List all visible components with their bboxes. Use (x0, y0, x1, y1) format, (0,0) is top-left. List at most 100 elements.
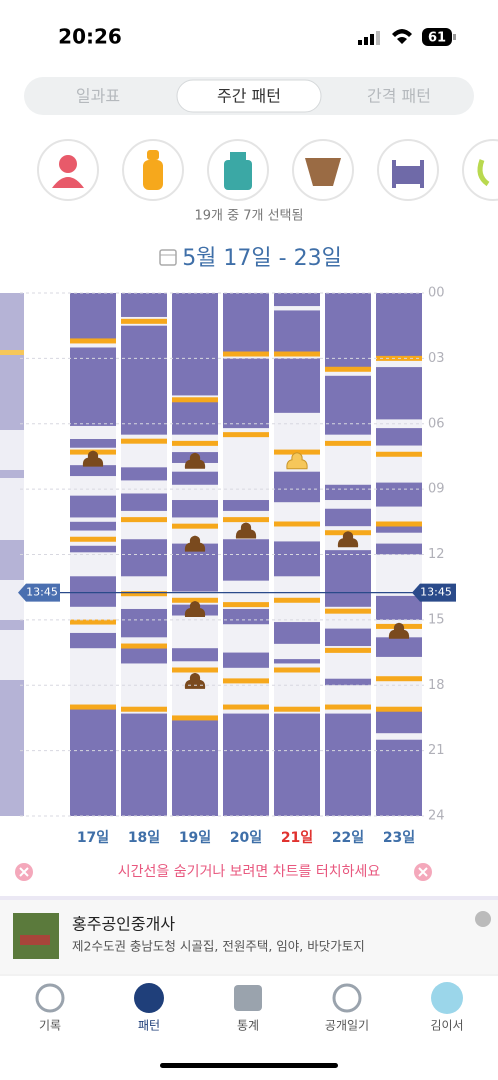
date-range[interactable]: 5월 17일 - 23일 (182, 246, 342, 271)
status-icons (358, 28, 456, 46)
sleep-segment (121, 467, 167, 481)
feed-mark (325, 608, 371, 614)
feed-mark (70, 619, 116, 625)
y-tick-label: 03 (428, 351, 445, 366)
poop-icon (184, 600, 206, 617)
feed-mark (121, 517, 167, 523)
sleep-segment (121, 713, 167, 816)
sleep-segment (223, 500, 269, 511)
ad-info[interactable] (475, 911, 491, 927)
poop-icon (184, 535, 206, 552)
sleep-segment (325, 678, 371, 686)
nav-label[interactable]: 통계 (237, 1019, 259, 1033)
feed-mark (376, 451, 422, 457)
y-tick-label: 15 (428, 612, 445, 627)
sleep-segment (274, 713, 320, 816)
poop-icon (184, 452, 206, 469)
sleep-segment (325, 508, 371, 527)
y-tick-label: 00 (428, 286, 445, 301)
sleep-segment (70, 632, 116, 649)
feed-mark (172, 440, 218, 446)
y-tick-label: 09 (428, 482, 445, 497)
feed-mark (376, 521, 422, 527)
y-tick-label: 24 (428, 809, 445, 824)
sleep-segment (70, 545, 116, 553)
feed-mark (325, 440, 371, 446)
sleep-segment (325, 484, 371, 501)
sleep-segment (376, 711, 422, 734)
current-time-label: 13:45 (26, 586, 58, 599)
sleep-segment (172, 648, 218, 662)
feed-mark (223, 432, 269, 438)
sleep-segment (376, 595, 422, 620)
sleep-segment (172, 471, 218, 485)
feed-mark (121, 438, 167, 444)
sleep-segment (121, 293, 167, 317)
feed-mark (274, 667, 320, 673)
feed-mark (172, 715, 218, 721)
y-tick-label: 12 (428, 547, 445, 562)
feed-mark (172, 523, 218, 529)
feed-mark (376, 706, 422, 712)
current-time-label: 13:45 (420, 586, 452, 599)
nav-label[interactable]: 패턴 (138, 1019, 160, 1033)
feed-mark (274, 449, 320, 455)
tab[interactable]: 일과표 (76, 87, 120, 106)
feed-mark (274, 521, 320, 527)
sleep-segment (70, 465, 116, 477)
feed-mark (172, 397, 218, 403)
sleep-segment (376, 543, 422, 555)
nav-label[interactable]: 공개일기 (325, 1019, 369, 1033)
feed-mark (274, 351, 320, 357)
sleep-segment (376, 482, 422, 507)
nav-label[interactable]: 기록 (39, 1019, 61, 1033)
feed-mark (376, 676, 422, 682)
sleep-segment (274, 622, 320, 644)
sleep-segment (274, 358, 320, 413)
ad-image-roof (20, 935, 50, 945)
feed-mark (274, 706, 320, 712)
feed-mark (274, 597, 320, 603)
sleep-segment (325, 713, 371, 816)
ad-title: 홍주공인중개사 (72, 915, 175, 934)
sleep-segment (274, 293, 320, 307)
y-tick-label: 06 (428, 416, 445, 431)
home-indicator (160, 1063, 338, 1068)
sleep-segment (70, 495, 116, 518)
sleep-segment (274, 659, 320, 664)
sleep-segment (376, 521, 422, 533)
sleep-segment (70, 576, 116, 607)
hint: 시간선을 숨기거나 보려면 차트를 터치하세요 (118, 864, 381, 880)
close-buttons[interactable] (15, 863, 432, 881)
sleep-segment (223, 652, 269, 668)
battery-level: 61 (428, 31, 446, 46)
filter-caption: 19개 중 7개 선택됨 (195, 209, 304, 224)
filter-icons[interactable] (37, 139, 498, 201)
sleep-segment (172, 293, 218, 396)
current-time-badge (18, 583, 60, 602)
ad-description: 제2수도권 충남도청 시골집, 전원주택, 임야, 바닷가토지 (72, 939, 365, 954)
day-label: 22일 (332, 830, 364, 846)
y-tick-label: 18 (428, 678, 445, 693)
nav-label[interactable]: 김이서 (430, 1019, 463, 1033)
poop-icon (286, 452, 308, 470)
tab[interactable]: 간격 패턴 (367, 87, 431, 106)
sleep-segment (376, 367, 422, 420)
sleep-segment (325, 550, 371, 607)
sleep-segment (70, 521, 116, 531)
day-label: 20일 (230, 830, 262, 846)
feed-mark (223, 602, 269, 608)
feed-mark (121, 318, 167, 324)
day-label: 19일 (179, 830, 211, 846)
chart[interactable]: 17일 18일 19일 20일 21일 22일 23일 00 03 06 09 12 15 18 21 24 1… (18, 286, 456, 847)
day-label: 23일 (383, 830, 415, 846)
nav-icons[interactable] (35, 982, 463, 1014)
sleep-segment (121, 539, 167, 577)
ad-banner[interactable] (0, 900, 498, 974)
tab[interactable]: 주간 패턴 (217, 87, 281, 106)
calendar-icon (159, 249, 177, 266)
y-tick-label: 21 (428, 743, 445, 758)
current-time-badge (412, 583, 456, 602)
